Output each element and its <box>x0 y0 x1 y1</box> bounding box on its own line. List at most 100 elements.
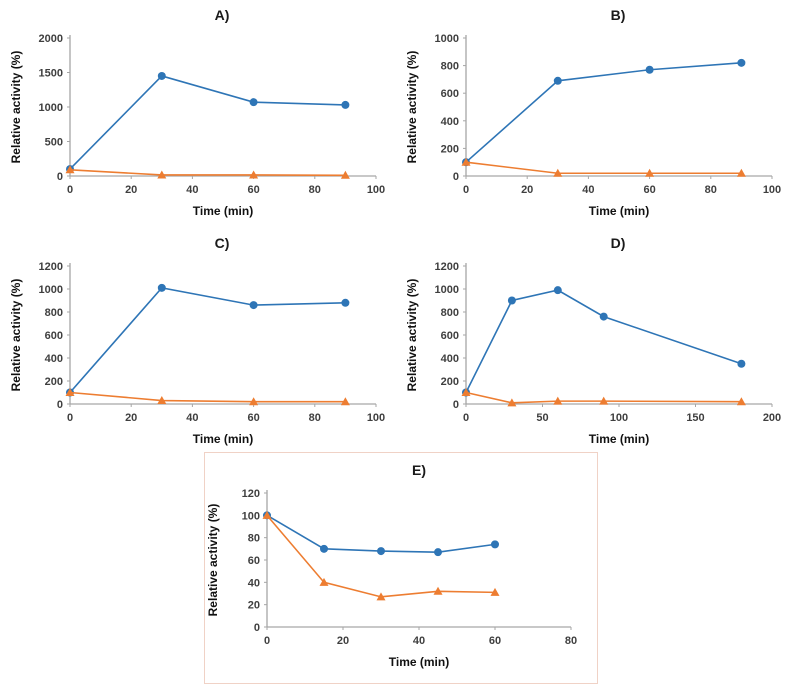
x-tick-label: 40 <box>582 184 594 196</box>
y-tick-label: 400 <box>441 353 459 365</box>
x-tick-label: 100 <box>610 412 628 424</box>
y-tick-label: 0 <box>254 622 260 634</box>
x-tick-label: 20 <box>125 184 137 196</box>
x-tick-label: 40 <box>186 412 198 424</box>
y-tick-label: 800 <box>441 61 459 73</box>
x-axis-title: Time (min) <box>193 432 253 446</box>
x-tick-label: 100 <box>367 412 385 424</box>
y-tick-label: 400 <box>45 353 63 365</box>
blue-circles-marker <box>377 547 385 556</box>
x-tick-label: 20 <box>521 184 533 196</box>
orange-triangles-marker <box>736 168 746 177</box>
x-tick-label: 80 <box>705 184 717 196</box>
blue-circles-line <box>69 286 346 394</box>
y-tick-label: 0 <box>57 171 63 183</box>
chart-d-plot: 0 200 400 600 800 1000 1200 0 50 100 150 200 Time (m… <box>405 261 781 446</box>
y-tick-label: 1000 <box>39 102 63 114</box>
y-tick-label: 200 <box>441 376 459 388</box>
y-tick-label: 100 <box>242 510 260 522</box>
orange-triangles-marker <box>490 587 500 596</box>
y-axis-title: Relative activity (%) <box>9 279 23 392</box>
y-tick-label: 0 <box>453 171 459 183</box>
orange-triangles-marker <box>645 168 655 177</box>
x-tick-label: 0 <box>264 635 270 647</box>
orange-triangles-marker <box>157 170 167 179</box>
orange-triangles-marker <box>262 510 272 519</box>
x-axis-title: Time (min) <box>193 204 253 218</box>
y-axis-title: Relative activity (%) <box>405 279 419 392</box>
x-tick-label: 40 <box>186 184 198 196</box>
y-tick-label: 500 <box>45 137 63 149</box>
orange-triangles-marker <box>433 586 443 595</box>
x-tick-label: 100 <box>367 184 385 196</box>
y-tick-label: 200 <box>441 143 459 155</box>
blue-circles-marker <box>249 301 258 310</box>
orange-triangles-line <box>465 161 742 175</box>
orange-triangles-marker <box>319 577 329 586</box>
x-tick-label: 80 <box>565 635 577 647</box>
blue-circles-marker <box>341 298 350 307</box>
x-tick-label: 150 <box>686 412 704 424</box>
y-tick-label: 0 <box>57 399 63 411</box>
y-tick-label: 800 <box>441 307 459 319</box>
orange-triangles-marker <box>249 170 259 179</box>
chart-panel-d: D) 0 200 400 600 800 1000 1200 0 50 100 150 200 Time… <box>404 232 796 450</box>
x-tick-label: 60 <box>247 184 259 196</box>
orange-triangles-line <box>69 391 346 403</box>
chart-b-title: B) <box>610 7 626 23</box>
y-tick-label: 60 <box>248 555 260 567</box>
chart-c-title: C) <box>214 235 230 251</box>
orange-triangles-marker <box>376 592 386 601</box>
x-tick-label: 80 <box>309 184 321 196</box>
chart-a-plot: 0 500 1000 1500 2000 0 20 40 60 80 100 Time (min) Re… <box>9 33 385 218</box>
orange-triangles-marker <box>553 168 563 177</box>
orange-triangles-line <box>266 514 496 598</box>
chart-panel-c: C) 0 200 400 600 800 1000 1200 0 20 40 60 80 100 Time… <box>8 232 400 450</box>
y-tick-label: 1000 <box>435 33 459 45</box>
y-tick-label: 20 <box>248 600 260 612</box>
x-tick-label: 0 <box>67 412 73 424</box>
blue-circles-marker <box>553 286 562 295</box>
blue-circles-marker <box>491 540 499 549</box>
y-axis-title: Relative activity (%) <box>405 51 419 164</box>
y-tick-label: 120 <box>242 488 260 500</box>
orange-triangles-line <box>69 168 346 177</box>
x-tick-label: 200 <box>763 412 781 424</box>
y-tick-label: 800 <box>45 307 63 319</box>
blue-circles-marker <box>320 544 328 553</box>
blue-circles-marker <box>434 548 442 557</box>
chart-e-title: E) <box>412 462 426 478</box>
orange-triangles-marker <box>249 397 259 406</box>
blue-circles-marker <box>157 283 166 292</box>
chart-a-title: A) <box>214 7 230 23</box>
blue-circles-line <box>465 62 742 163</box>
y-tick-label: 2000 <box>39 33 63 45</box>
orange-triangles-marker <box>461 157 471 166</box>
blue-circles-marker <box>341 100 350 109</box>
blue-circles-line <box>266 514 496 553</box>
chart-panel-b: B) 0 200 400 600 800 1000 0 20 40 60 80 100 Time (mi… <box>404 4 796 222</box>
orange-triangles-marker <box>461 388 471 396</box>
orange-triangles-marker <box>65 388 75 396</box>
y-tick-label: 400 <box>441 116 459 128</box>
x-tick-label: 60 <box>643 184 655 196</box>
y-tick-label: 600 <box>45 330 63 342</box>
orange-triangles-marker <box>553 396 563 405</box>
blue-circles-line <box>69 75 346 170</box>
orange-triangles-marker <box>65 165 75 174</box>
x-tick-label: 60 <box>489 635 501 647</box>
y-tick-label: 1200 <box>39 261 63 273</box>
orange-triangles-marker <box>507 398 517 407</box>
y-tick-label: 1000 <box>435 284 459 296</box>
chart-e-plot: 0 20 40 60 80 100 120 0 20 40 60 80 Time (min) Relati… <box>206 488 577 669</box>
x-axis-title: Time (min) <box>389 655 449 669</box>
x-tick-label: 60 <box>247 412 259 424</box>
x-tick-label: 100 <box>763 184 781 196</box>
blue-circles-marker <box>645 65 654 74</box>
chart-panel-a: A) 0 500 1000 1500 2000 0 20 40 60 80 100 Time (min… <box>8 4 400 222</box>
orange-triangles-marker <box>736 397 746 406</box>
orange-triangles-marker <box>157 396 167 405</box>
blue-circles-marker <box>507 296 516 305</box>
y-tick-label: 80 <box>248 533 260 545</box>
x-tick-label: 0 <box>67 184 73 196</box>
